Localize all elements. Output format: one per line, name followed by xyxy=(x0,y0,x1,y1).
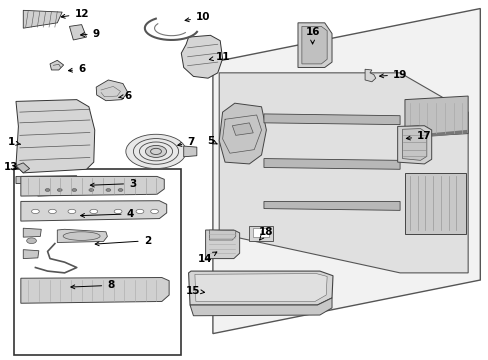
Text: 7: 7 xyxy=(178,138,194,148)
Polygon shape xyxy=(57,229,107,243)
Polygon shape xyxy=(232,123,253,135)
Polygon shape xyxy=(16,176,77,184)
Text: 18: 18 xyxy=(259,227,273,240)
Polygon shape xyxy=(397,126,431,164)
Text: 12: 12 xyxy=(61,9,89,19)
Polygon shape xyxy=(16,100,95,173)
Polygon shape xyxy=(264,202,399,210)
Text: 2: 2 xyxy=(95,236,151,246)
Ellipse shape xyxy=(133,139,178,164)
Text: 4: 4 xyxy=(81,209,134,219)
Text: 13: 13 xyxy=(4,162,19,172)
Polygon shape xyxy=(212,9,479,334)
Polygon shape xyxy=(50,60,63,70)
Ellipse shape xyxy=(68,209,76,213)
Polygon shape xyxy=(264,114,399,125)
Text: 15: 15 xyxy=(186,286,204,296)
Polygon shape xyxy=(249,226,272,241)
Text: 6: 6 xyxy=(119,91,131,101)
Polygon shape xyxy=(183,146,197,157)
Text: 8: 8 xyxy=(71,280,114,291)
Ellipse shape xyxy=(125,134,186,168)
Ellipse shape xyxy=(150,148,161,154)
Polygon shape xyxy=(69,24,86,40)
Polygon shape xyxy=(23,249,39,258)
Ellipse shape xyxy=(139,142,172,161)
Ellipse shape xyxy=(150,209,158,213)
Text: 9: 9 xyxy=(81,28,100,39)
Ellipse shape xyxy=(89,189,94,192)
Text: 19: 19 xyxy=(379,69,407,80)
Ellipse shape xyxy=(45,189,50,192)
Text: 10: 10 xyxy=(185,13,210,22)
Polygon shape xyxy=(195,274,326,301)
Polygon shape xyxy=(219,103,266,164)
Polygon shape xyxy=(205,230,239,258)
Polygon shape xyxy=(23,228,41,237)
Ellipse shape xyxy=(90,209,98,213)
Polygon shape xyxy=(23,10,62,28)
Polygon shape xyxy=(38,181,131,196)
Ellipse shape xyxy=(27,238,36,244)
Polygon shape xyxy=(402,129,426,160)
Ellipse shape xyxy=(106,189,111,192)
Text: 6: 6 xyxy=(68,64,85,74)
Polygon shape xyxy=(407,126,418,134)
Ellipse shape xyxy=(114,209,122,213)
Polygon shape xyxy=(301,26,326,64)
Bar xyxy=(14,169,181,355)
Text: 17: 17 xyxy=(406,131,431,141)
Polygon shape xyxy=(209,230,235,240)
Ellipse shape xyxy=(118,189,122,192)
Text: 14: 14 xyxy=(198,252,216,264)
Polygon shape xyxy=(404,96,467,137)
Ellipse shape xyxy=(57,189,62,192)
Ellipse shape xyxy=(63,232,100,240)
Polygon shape xyxy=(264,158,399,169)
Ellipse shape xyxy=(145,145,166,157)
Polygon shape xyxy=(253,228,268,237)
Polygon shape xyxy=(219,73,467,273)
Ellipse shape xyxy=(48,209,56,213)
Text: 1: 1 xyxy=(7,138,20,148)
Polygon shape xyxy=(190,298,331,316)
Polygon shape xyxy=(16,163,30,173)
Ellipse shape xyxy=(136,209,143,213)
Polygon shape xyxy=(21,176,164,196)
Polygon shape xyxy=(21,278,169,303)
Text: 16: 16 xyxy=(305,27,319,44)
Polygon shape xyxy=(188,271,332,305)
Ellipse shape xyxy=(31,209,39,213)
Text: 5: 5 xyxy=(206,136,217,146)
Polygon shape xyxy=(297,23,331,67)
Ellipse shape xyxy=(72,189,77,192)
Text: 3: 3 xyxy=(90,179,136,189)
Text: 11: 11 xyxy=(209,52,229,62)
Polygon shape xyxy=(21,201,166,221)
Polygon shape xyxy=(404,173,465,234)
Polygon shape xyxy=(181,35,222,78)
Polygon shape xyxy=(96,80,127,101)
Polygon shape xyxy=(365,69,375,82)
